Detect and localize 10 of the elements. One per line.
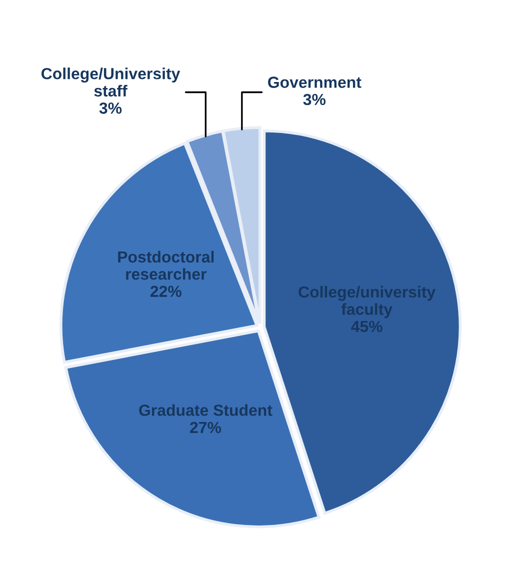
slice-label: Postdoctoral researcher	[118, 250, 214, 280]
data-label: 27%	[190, 422, 222, 434]
slice-label: Government	[268, 76, 362, 88]
slice-label: College/university faculty	[298, 286, 436, 318]
data-label: 22%	[150, 286, 182, 297]
slice-label: College/University staff	[42, 68, 180, 97]
data-label: 3%	[99, 102, 122, 114]
data-label: 3%	[303, 94, 326, 106]
slice-label: Graduate Student	[139, 404, 272, 416]
data-label: 45%	[351, 320, 382, 332]
